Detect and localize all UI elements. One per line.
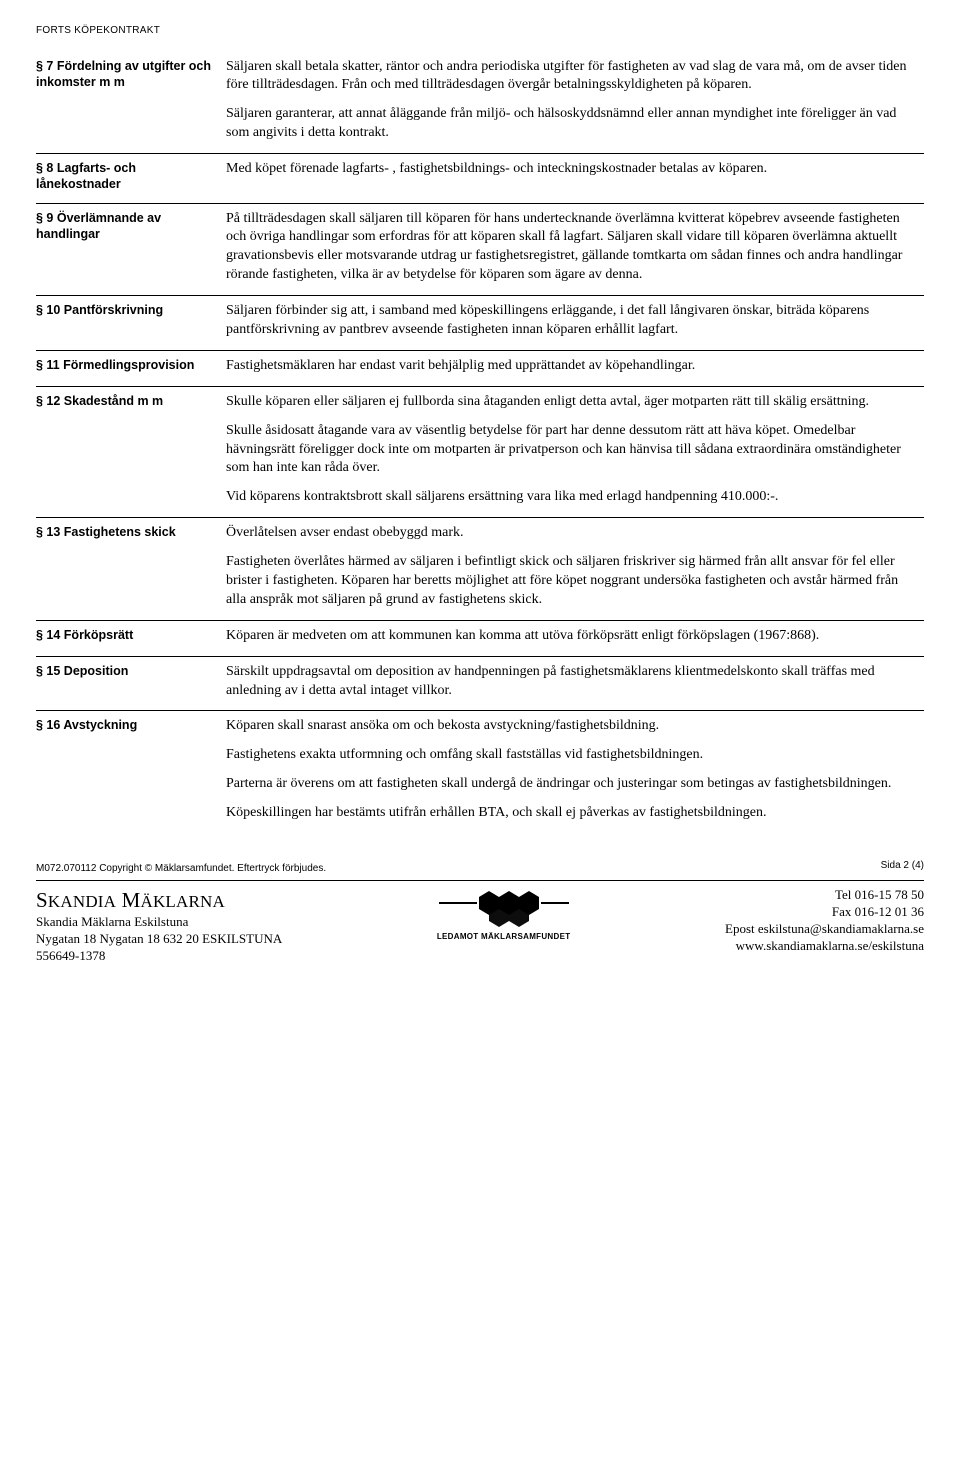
section-paragraph: Köpeskillingen har bestämts utifrån erhå… (226, 804, 916, 823)
section-label: § 12 Skadestånd m m (36, 387, 226, 517)
section-body: Säljaren skall betala skatter, räntor oc… (226, 52, 924, 154)
section-row: § 13 Fastighetens skickÖverlåtelsen avse… (36, 518, 924, 620)
section-paragraph: Fastighetsmäklaren har endast varit behj… (226, 357, 916, 376)
section-row: § 8 Lagfarts- och lånekostnaderMed köpet… (36, 154, 924, 203)
section-label: § 15 Deposition (36, 657, 226, 711)
section-label: § 7 Fördelning av utgifter och inkomster… (36, 52, 226, 154)
footer-left-line: Skandia Mäklarna Eskilstuna (36, 914, 282, 931)
section-row: § 15 DepositionSärskilt uppdragsavtal om… (36, 657, 924, 711)
section-paragraph: Med köpet förenade lagfarts- , fastighet… (226, 160, 916, 179)
section-paragraph: Fastighetens exakta utformning och omfån… (226, 746, 916, 765)
section-body: Köparen är medveten om att kommunen kan … (226, 621, 924, 656)
section-paragraph: Parterna är överens om att fastigheten s… (226, 775, 916, 794)
footer-center: LEDAMOT MÄKLARSAMFUNDET (437, 887, 571, 943)
footer: M072.070112 Copyright © Mäklarsamfundet.… (36, 859, 924, 965)
section-row: § 12 Skadestånd m mSkulle köparen eller … (36, 387, 924, 517)
section-body: Säljaren förbinder sig att, i samband me… (226, 296, 924, 350)
logo-icon (439, 889, 569, 927)
section-body: Skulle köparen eller säljaren ej fullbor… (226, 387, 924, 517)
brand: SKANDIA MÄKLARNA (36, 887, 282, 914)
section-row: § 9 Överlämnande av handlingarPå tillträ… (36, 204, 924, 296)
section-paragraph: På tillträdesdagen skall säljaren till k… (226, 210, 916, 286)
copyright: M072.070112 Copyright © Mäklarsamfundet.… (36, 863, 326, 874)
section-paragraph: Säljaren förbinder sig att, i samband me… (226, 302, 916, 340)
section-label: § 10 Pantförskrivning (36, 296, 226, 350)
section-label: § 9 Överlämnande av handlingar (36, 204, 226, 296)
section-body: Särskilt uppdragsavtal om deposition av … (226, 657, 924, 711)
page-header: FORTS KÖPEKONTRAKT (36, 24, 924, 38)
section-row: § 10 PantförskrivningSäljaren förbinder … (36, 296, 924, 350)
footer-right-line: Tel 016-15 78 50 (725, 887, 924, 904)
footer-right: Tel 016-15 78 50 Fax 016-12 01 36 Epost … (725, 887, 924, 955)
section-body: Köparen skall snarast ansöka om och beko… (226, 711, 924, 833)
section-label: § 8 Lagfarts- och lånekostnader (36, 154, 226, 203)
section-label: § 11 Förmedlingsprovision (36, 351, 226, 386)
section-label: § 16 Avstyckning (36, 711, 226, 833)
section-paragraph: Särskilt uppdragsavtal om deposition av … (226, 663, 916, 701)
section-label: § 13 Fastighetens skick (36, 518, 226, 620)
section-body: På tillträdesdagen skall säljaren till k… (226, 204, 924, 296)
section-row: § 14 FörköpsrättKöparen är medveten om a… (36, 621, 924, 656)
section-row: § 16 AvstyckningKöparen skall snarast an… (36, 711, 924, 833)
footer-divider (36, 880, 924, 881)
footer-right-line: www.skandiamaklarna.se/eskilstuna (725, 938, 924, 955)
section-paragraph: Säljaren skall betala skatter, räntor oc… (226, 58, 916, 96)
section-paragraph: Skulle åsidosatt åtagande vara av väsent… (226, 422, 916, 479)
section-label: § 14 Förköpsrätt (36, 621, 226, 656)
footer-left: SKANDIA MÄKLARNA Skandia Mäklarna Eskils… (36, 887, 282, 965)
contract-table: § 7 Fördelning av utgifter och inkomster… (36, 52, 924, 834)
section-paragraph: Köparen skall snarast ansöka om och beko… (226, 717, 916, 736)
section-paragraph: Fastigheten överlåtes härmed av säljaren… (226, 553, 916, 610)
page-number: Sida 2 (4) (881, 859, 924, 873)
footer-right-line: Fax 016-12 01 36 (725, 904, 924, 921)
section-body: Med köpet förenade lagfarts- , fastighet… (226, 154, 924, 203)
footer-left-line: Nygatan 18 Nygatan 18 632 20 ESKILSTUNA (36, 931, 282, 948)
logo-text: LEDAMOT MÄKLARSAMFUNDET (437, 932, 571, 943)
footer-left-line: 556649-1378 (36, 948, 282, 965)
section-body: Fastighetsmäklaren har endast varit behj… (226, 351, 924, 386)
section-paragraph: Köparen är medveten om att kommunen kan … (226, 627, 916, 646)
section-row: § 11 FörmedlingsprovisionFastighetsmäkla… (36, 351, 924, 386)
footer-right-line: Epost eskilstuna@skandiamaklarna.se (725, 921, 924, 938)
section-paragraph: Överlåtelsen avser endast obebyggd mark. (226, 524, 916, 543)
section-paragraph: Skulle köparen eller säljaren ej fullbor… (226, 393, 916, 412)
section-row: § 7 Fördelning av utgifter och inkomster… (36, 52, 924, 154)
section-paragraph: Säljaren garanterar, att annat åläggande… (226, 105, 916, 143)
section-body: Överlåtelsen avser endast obebyggd mark.… (226, 518, 924, 620)
section-paragraph: Vid köparens kontraktsbrott skall säljar… (226, 488, 916, 507)
